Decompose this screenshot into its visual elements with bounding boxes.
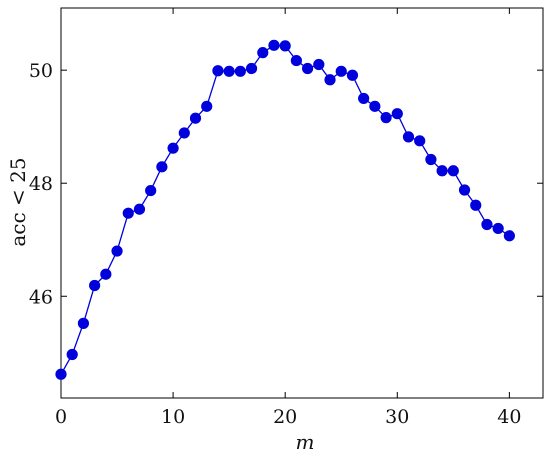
y-tick-label: 48 [29, 173, 53, 195]
data-point [257, 47, 269, 59]
data-point [245, 62, 258, 75]
data-point [100, 268, 112, 280]
data-point [189, 112, 202, 124]
data-point [458, 184, 471, 196]
data-point [122, 207, 134, 219]
data-point [212, 65, 224, 77]
data-point [335, 65, 347, 77]
data-point [436, 165, 448, 177]
data-point [447, 165, 459, 177]
data-point [414, 135, 426, 147]
x-tick-label: 30 [385, 406, 409, 428]
data-point [156, 161, 168, 173]
data-point [201, 100, 213, 112]
ticks: 0 10 20 30 40 46 48 50 [29, 8, 543, 428]
data-point [66, 348, 78, 361]
data-point [425, 153, 437, 166]
data-point [234, 65, 246, 77]
data-point [470, 199, 482, 211]
y-tick-label: 50 [29, 60, 53, 82]
data-point [178, 127, 190, 139]
data-point [89, 279, 101, 292]
data-point [503, 230, 515, 242]
series [55, 39, 515, 380]
data-point [302, 62, 314, 75]
data-point [223, 65, 235, 77]
data-point [111, 245, 123, 257]
x-tick-label: 10 [161, 406, 185, 428]
x-tick-label: 40 [497, 406, 521, 428]
data-point [55, 368, 67, 380]
data-point [346, 69, 359, 81]
x-tick-label: 20 [273, 406, 297, 428]
data-point [167, 142, 179, 154]
data-point [279, 40, 291, 52]
data-point [380, 112, 392, 124]
y-axis-title: acc < 25 [6, 157, 30, 246]
data-point [290, 54, 302, 67]
data-point [369, 100, 381, 112]
x-tick-label: 0 [55, 406, 67, 428]
data-point [268, 39, 280, 51]
data-point [133, 203, 146, 215]
data-point [402, 131, 415, 143]
data-point [324, 74, 336, 86]
axes [60, 7, 544, 399]
data-point [481, 218, 493, 231]
data-point [492, 222, 504, 235]
data-point [391, 108, 403, 120]
x-axis-title: m [296, 430, 315, 454]
data-point [358, 92, 370, 105]
y-tick-label: 46 [29, 286, 53, 308]
data-point [145, 184, 157, 197]
data-point [313, 58, 325, 71]
plot-frame [60, 7, 544, 399]
data-point [77, 317, 90, 329]
